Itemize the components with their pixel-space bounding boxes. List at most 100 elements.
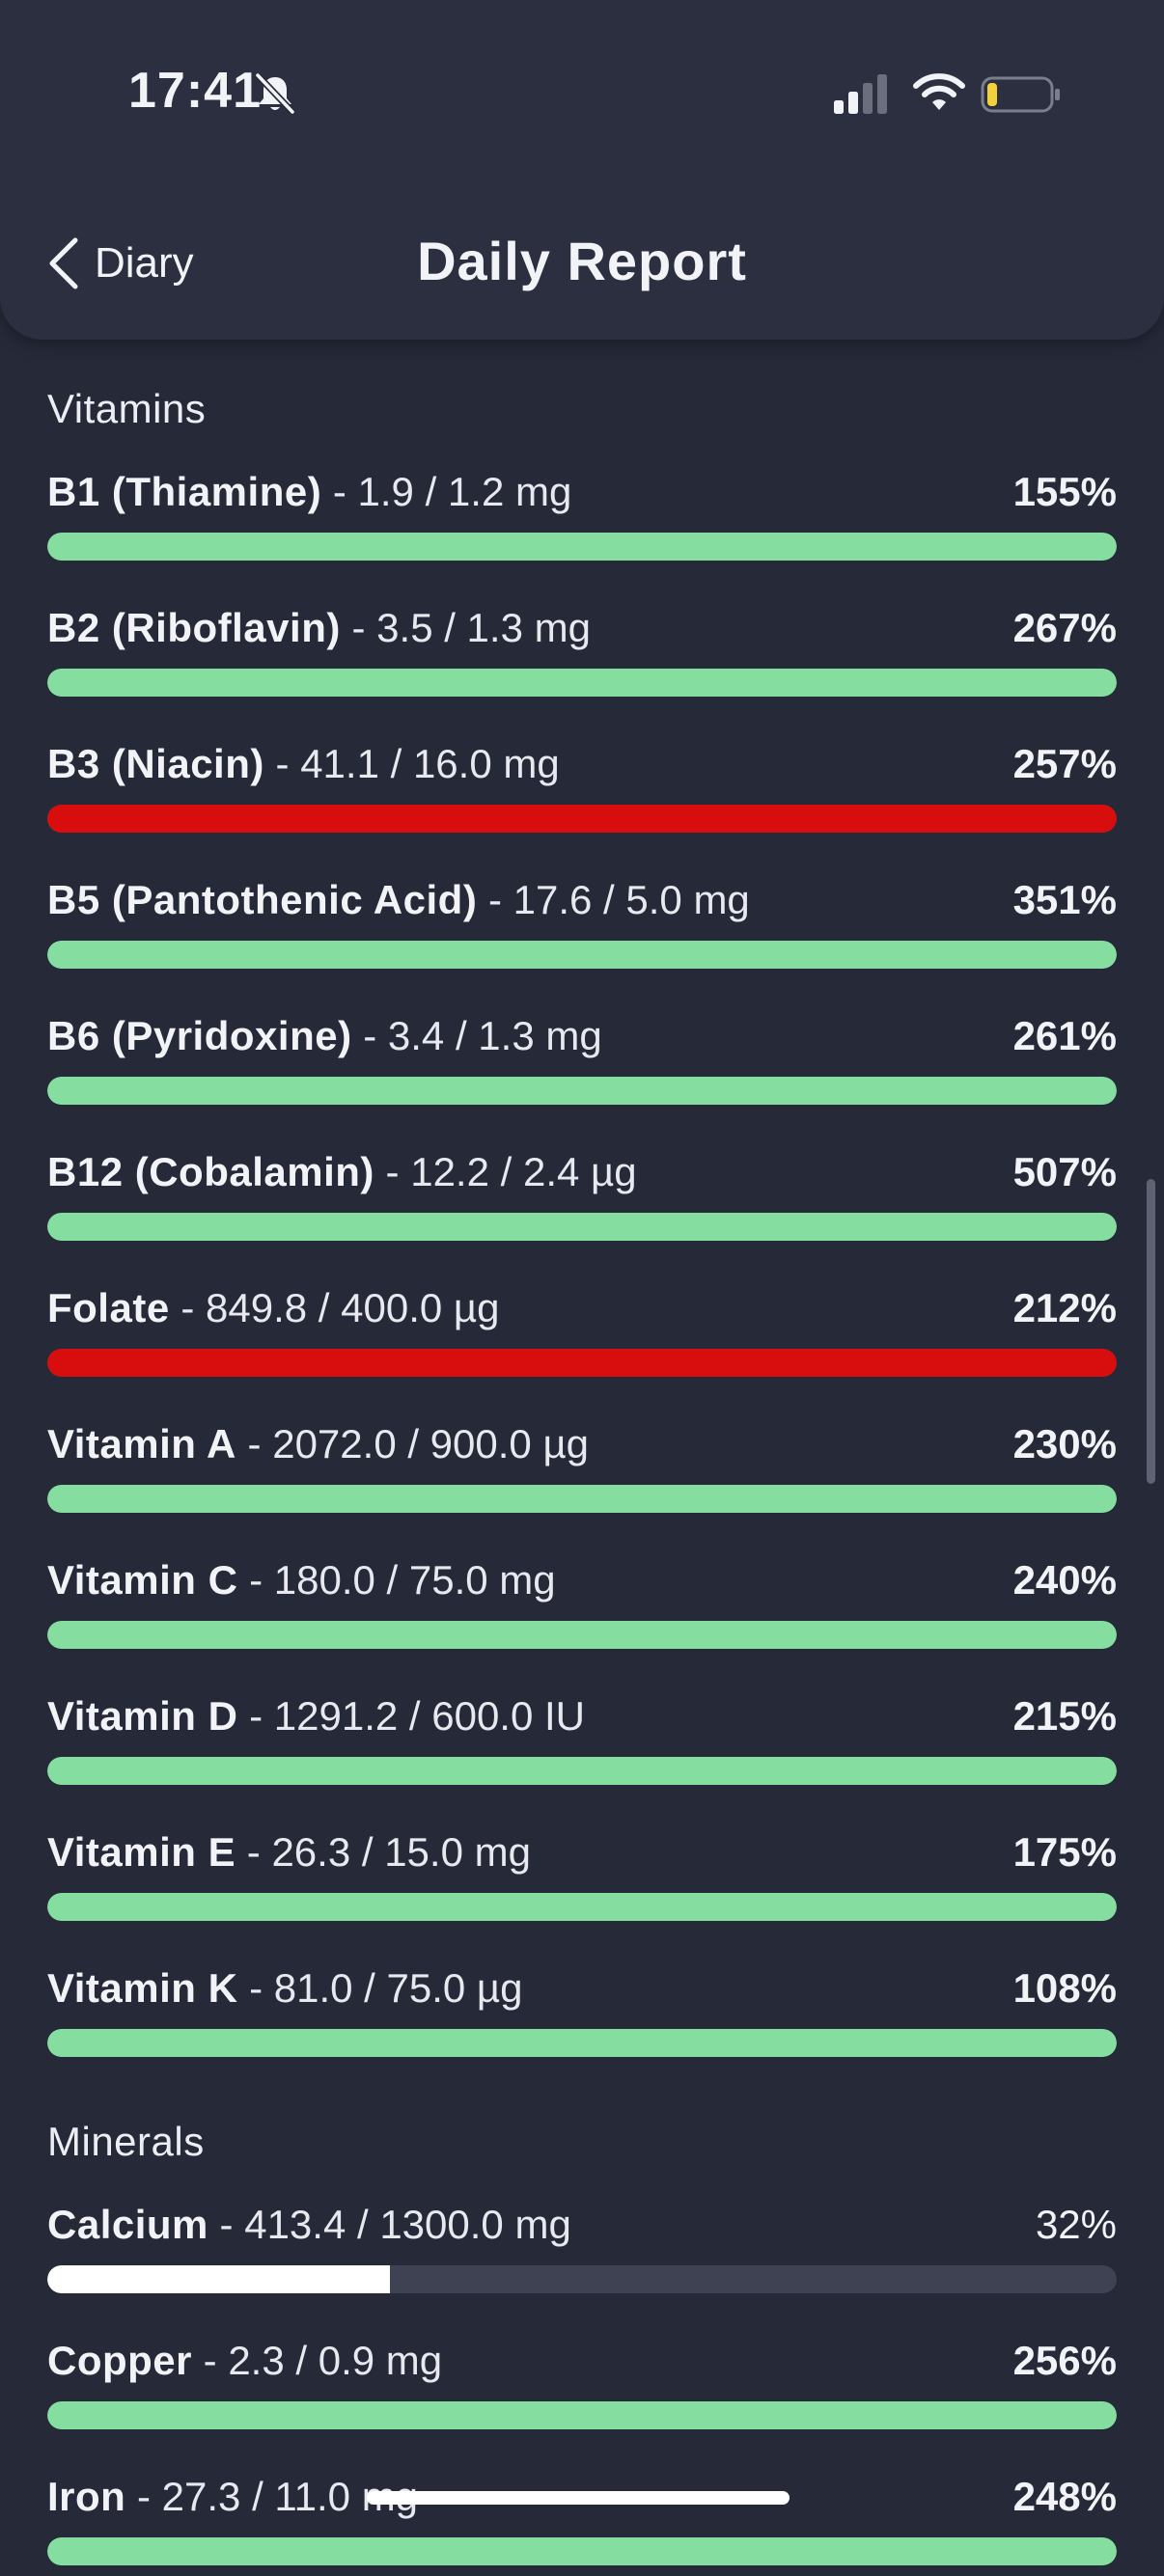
nutrient-name: B2 (Riboflavin) <box>47 605 341 650</box>
nutrient-percent: 507% <box>1012 1149 1117 1194</box>
nutrient-text: B5 (Pantothenic Acid) - 17.6 / 5.0 mg <box>47 873 750 927</box>
nutrient-amount: - 849.8 / 400.0 µg <box>169 1285 500 1330</box>
nutrient-row[interactable]: Iron - 27.3 / 11.0 mg 248% <box>47 2470 1117 2576</box>
nutrient-percent: 212% <box>1012 1285 1117 1330</box>
nutrient-amount: - 2072.0 / 900.0 µg <box>236 1421 590 1466</box>
nutrient-row[interactable]: Copper - 2.3 / 0.9 mg 256% <box>47 2334 1117 2440</box>
progress-track <box>47 1213 1117 1241</box>
nutrient-row[interactable]: B2 (Riboflavin) - 3.5 / 1.3 mg 267% <box>47 601 1117 707</box>
page-title: Daily Report <box>417 231 747 291</box>
nutrient-row[interactable]: Vitamin D - 1291.2 / 600.0 IU 215% <box>47 1689 1117 1795</box>
nutrient-row[interactable]: B5 (Pantothenic Acid) - 17.6 / 5.0 mg 351… <box>47 873 1117 979</box>
nutrient-amount: - 12.2 / 2.4 µg <box>374 1149 637 1194</box>
nutrient-text: Folate - 849.8 / 400.0 µg <box>47 1281 499 1335</box>
nutrient-text: Vitamin A - 2072.0 / 900.0 µg <box>47 1417 589 1471</box>
progress-track <box>47 2537 1117 2565</box>
progress-fill <box>47 1077 1117 1105</box>
nutrient-text: B6 (Pyridoxine) - 3.4 / 1.3 mg <box>47 1009 602 1063</box>
nutrient-name: B3 (Niacin) <box>47 741 264 786</box>
nutrient-name: B1 (Thiamine) <box>47 469 322 514</box>
progress-fill <box>47 1757 1117 1785</box>
nutrient-percent: 32% <box>1035 2202 1117 2247</box>
scrollbar-thumb[interactable] <box>1147 1179 1155 1484</box>
progress-fill <box>47 1349 1117 1377</box>
nutrient-text: B3 (Niacin) - 41.1 / 16.0 mg <box>47 737 560 791</box>
nutrient-percent: 240% <box>1012 1557 1117 1603</box>
nutrient-row[interactable]: B6 (Pyridoxine) - 3.4 / 1.3 mg 261% <box>47 1009 1117 1115</box>
nutrient-text: B12 (Cobalamin) - 12.2 / 2.4 µg <box>47 1145 637 1199</box>
progress-track <box>47 2029 1117 2057</box>
progress-fill <box>47 669 1117 697</box>
home-indicator[interactable] <box>367 2491 790 2505</box>
progress-track <box>47 805 1117 833</box>
nutrient-row[interactable]: B1 (Thiamine) - 1.9 / 1.2 mg 155% <box>47 465 1117 571</box>
back-label: Diary <box>95 239 194 287</box>
progress-fill <box>47 2265 390 2293</box>
progress-fill <box>47 533 1117 561</box>
nutrient-percent: 257% <box>1012 741 1117 786</box>
nutrient-name: Folate <box>47 1285 170 1330</box>
progress-track <box>47 533 1117 561</box>
nutrient-text: Vitamin E - 26.3 / 15.0 mg <box>47 1825 531 1879</box>
nutrient-amount: - 26.3 / 15.0 mg <box>236 1829 531 1875</box>
nutrient-percent: 267% <box>1012 605 1117 650</box>
nutrient-text: Vitamin K - 81.0 / 75.0 µg <box>47 1961 522 2015</box>
nutrient-name: B6 (Pyridoxine) <box>47 1013 352 1058</box>
progress-fill <box>47 2537 1117 2565</box>
progress-fill <box>47 2401 1117 2429</box>
nutrient-text: Iron - 27.3 / 11.0 mg <box>47 2470 418 2524</box>
chevron-left-icon <box>49 237 78 289</box>
progress-fill <box>47 1213 1117 1241</box>
progress-track <box>47 1485 1117 1513</box>
nutrient-text: B1 (Thiamine) - 1.9 / 1.2 mg <box>47 465 571 519</box>
nutrient-percent: 256% <box>1012 2338 1117 2383</box>
nutrient-amount: - 3.5 / 1.3 mg <box>340 605 591 650</box>
wifi-icon <box>913 73 965 110</box>
nutrient-row[interactable]: B12 (Cobalamin) - 12.2 / 2.4 µg 507% <box>47 1145 1117 1251</box>
section-title-vitamins: Vitamins <box>47 386 207 431</box>
progress-track <box>47 1349 1117 1377</box>
battery-low-icon <box>981 76 1060 113</box>
nutrient-name: B12 (Cobalamin) <box>47 1149 374 1194</box>
nutrient-percent: 175% <box>1012 1829 1117 1875</box>
nutrient-text: Calcium - 413.4 / 1300.0 mg <box>47 2198 571 2252</box>
progress-track <box>47 1893 1117 1921</box>
status-bar: 17:41 <box>0 0 1164 183</box>
progress-track <box>47 1077 1117 1105</box>
nav-header: Diary Daily Report <box>0 0 1164 340</box>
nutrient-name: Vitamin C <box>47 1557 238 1603</box>
nutrient-name: Iron <box>47 2474 126 2519</box>
back-button[interactable]: Diary <box>46 232 194 295</box>
nutrient-name: Vitamin D <box>47 1693 238 1739</box>
nutrient-row[interactable]: B3 (Niacin) - 41.1 / 16.0 mg 257% <box>47 737 1117 843</box>
nutrient-name: B5 (Pantothenic Acid) <box>47 877 478 922</box>
nutrient-row[interactable]: Folate - 849.8 / 400.0 µg 212% <box>47 1281 1117 1387</box>
nutrient-text: B2 (Riboflavin) - 3.5 / 1.3 mg <box>47 601 591 655</box>
progress-track <box>47 941 1117 969</box>
nutrient-row[interactable]: Calcium - 413.4 / 1300.0 mg 32% <box>47 2198 1117 2304</box>
nutrient-percent: 230% <box>1012 1421 1117 1466</box>
nutrient-row[interactable]: Vitamin E - 26.3 / 15.0 mg 175% <box>47 1825 1117 1932</box>
nutrient-row[interactable]: Vitamin K - 81.0 / 75.0 µg 108% <box>47 1961 1117 2068</box>
nutrient-name: Vitamin A <box>47 1421 236 1466</box>
nutrient-text: Copper - 2.3 / 0.9 mg <box>47 2334 442 2388</box>
nutrient-name: Calcium <box>47 2202 208 2247</box>
progress-track <box>47 1621 1117 1649</box>
nutrient-name: Copper <box>47 2338 192 2383</box>
nutrient-amount: - 2.3 / 0.9 mg <box>192 2338 443 2383</box>
progress-fill <box>47 2029 1117 2057</box>
nutrient-percent: 261% <box>1012 1013 1117 1058</box>
progress-fill <box>47 1621 1117 1649</box>
nutrient-percent: 248% <box>1012 2474 1117 2519</box>
status-time: 17:41 <box>128 63 262 119</box>
nutrient-amount: - 180.0 / 75.0 mg <box>237 1557 556 1603</box>
progress-fill <box>47 1485 1117 1513</box>
progress-fill <box>47 1893 1117 1921</box>
nutrient-text: Vitamin D - 1291.2 / 600.0 IU <box>47 1689 585 1743</box>
section-title-minerals: Minerals <box>47 2119 205 2164</box>
nutrient-name: Vitamin K <box>47 1965 238 2011</box>
nutrient-row[interactable]: Vitamin C - 180.0 / 75.0 mg 240% <box>47 1553 1117 1659</box>
nutrient-row[interactable]: Vitamin A - 2072.0 / 900.0 µg 230% <box>47 1417 1117 1523</box>
nutrient-amount: - 3.4 / 1.3 mg <box>351 1013 602 1058</box>
